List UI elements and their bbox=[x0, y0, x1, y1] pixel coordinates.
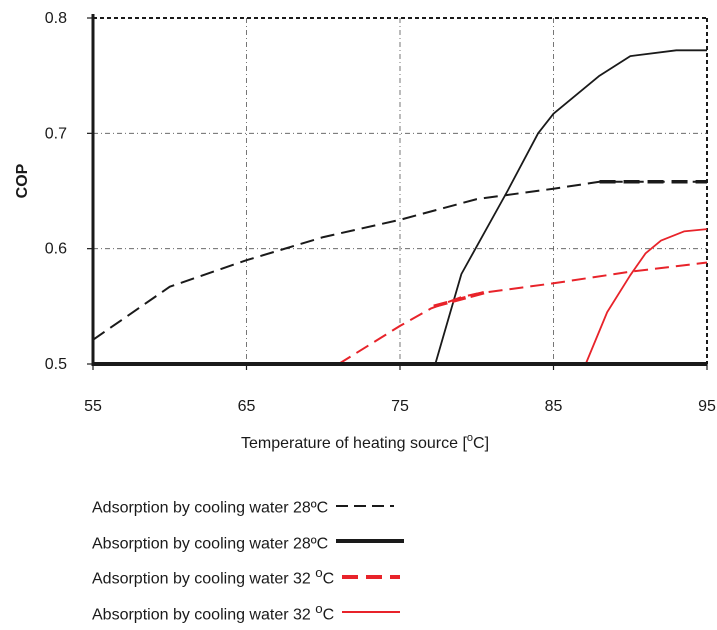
legend-label-0: Adsorption by cooling water 28ºC bbox=[92, 494, 328, 517]
series-2-emphasis bbox=[434, 292, 485, 306]
series-3 bbox=[586, 229, 707, 364]
y-tick-labels: 0.5 0.6 0.7 0.8 bbox=[45, 10, 67, 373]
y-tick-label-3: 0.8 bbox=[45, 10, 67, 27]
x-tick-label-0: 55 bbox=[84, 398, 102, 415]
series-line-2 bbox=[339, 263, 707, 365]
x-tick-labels: 55 65 75 85 95 bbox=[84, 398, 716, 415]
y-axis-title: COP bbox=[14, 163, 31, 198]
y-tick-label-2: 0.7 bbox=[45, 125, 67, 142]
x-axis-title-unit: C] bbox=[473, 435, 489, 452]
legend-item-1: Absorption by cooling water 28ºC bbox=[92, 524, 406, 560]
x-tick-label-3: 85 bbox=[545, 398, 563, 415]
x-axis-title-text: Temperature of heating source [ bbox=[241, 435, 467, 452]
legend-label-2: Adsorption by cooling water 32 oC bbox=[92, 565, 334, 588]
legend-swatch-0 bbox=[336, 500, 396, 512]
legend-swatch-2 bbox=[342, 571, 402, 583]
legend-swatch-1 bbox=[336, 535, 406, 547]
legend-label-3: Absorption by cooling water 32 oC bbox=[92, 601, 334, 624]
series-layer bbox=[93, 50, 707, 364]
legend-label-1: Absorption by cooling water 28ºC bbox=[92, 530, 328, 553]
legend-item-3: Absorption by cooling water 32 oC bbox=[92, 595, 406, 630]
series-line-1 bbox=[435, 50, 707, 364]
x-tick-label-1: 65 bbox=[238, 398, 256, 415]
legend-item-2: Adsorption by cooling water 32 oC bbox=[92, 559, 406, 595]
x-tick-label-2: 75 bbox=[391, 398, 409, 415]
y-tick-label-1: 0.6 bbox=[45, 241, 67, 258]
x-axis-title: Temperature of heating source [oC] bbox=[241, 432, 489, 452]
series-1 bbox=[435, 50, 707, 364]
series-line-3 bbox=[586, 229, 707, 364]
legend-item-0: Adsorption by cooling water 28ºC bbox=[92, 488, 406, 524]
y-tick-label-0: 0.5 bbox=[45, 356, 67, 373]
grid-lines bbox=[93, 18, 707, 364]
legend: Adsorption by cooling water 28ºC Absorpt… bbox=[92, 488, 406, 630]
series-2 bbox=[339, 262, 707, 364]
x-tick-label-4: 95 bbox=[698, 398, 716, 415]
legend-swatch-3 bbox=[342, 606, 402, 618]
